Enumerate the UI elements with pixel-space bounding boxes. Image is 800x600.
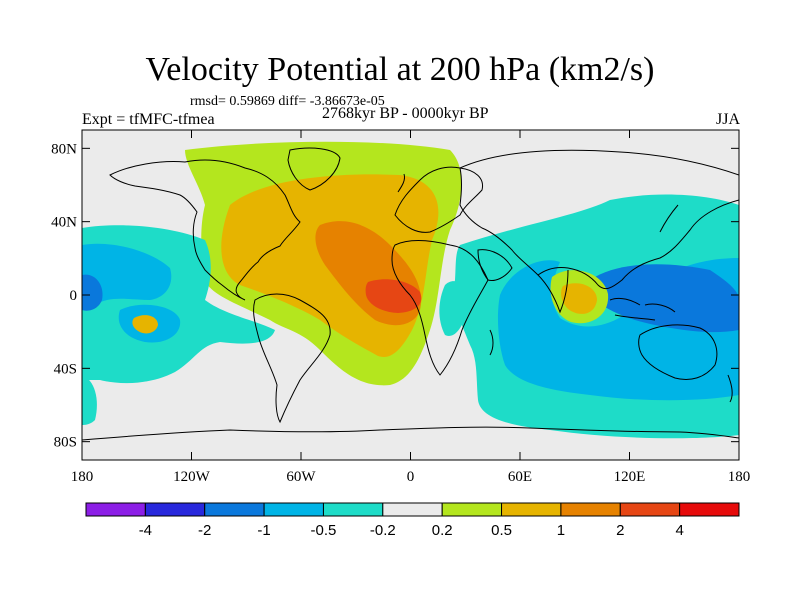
longitude-ticks: 180 120W 60W 0 60E 120E 180 — [71, 130, 751, 485]
chart-title: Velocity Potential at 200 hPa (km2/s) — [145, 51, 655, 88]
coast-africa — [391, 240, 489, 376]
coast-arabia — [477, 249, 513, 281]
colorbar-label: 4 — [675, 522, 683, 539]
contour-negative-africa — [439, 281, 469, 336]
contour-negative-pacific-east-05 — [82, 243, 172, 310]
lon-tick-label: 120E — [614, 469, 646, 485]
colorbar-label: -0.5 — [311, 522, 337, 539]
colorbar-swatch — [679, 502, 740, 517]
lat-tick-label: 40N — [51, 215, 77, 231]
coast-south-america — [253, 293, 331, 424]
colorbar: -4 -2 -1 -0.5 -0.2 0.2 0.5 1 2 4 — [85, 502, 740, 539]
lon-tick-label: 180 — [71, 469, 94, 485]
coast-indonesia — [609, 297, 676, 321]
colorbar-swatch — [501, 502, 562, 517]
coastlines — [82, 147, 739, 441]
contour-negative-pacific-east-1 — [82, 274, 103, 311]
colorbar-label: -4 — [139, 522, 152, 539]
contour-negative-wpacific-1 — [586, 264, 739, 333]
lat-tick-label: 0 — [70, 288, 78, 304]
map-area — [81, 129, 740, 461]
colorbar-label: 0.2 — [432, 522, 453, 539]
lat-tick-label: 80N — [51, 141, 77, 157]
contour-fill-layers — [82, 141, 739, 439]
experiment-label: Expt = tfMFC-tfmea — [82, 111, 215, 128]
colorbar-swatch — [441, 502, 503, 517]
coast-greenland — [287, 147, 341, 191]
lon-tick-label: 60E — [508, 469, 532, 485]
lon-tick-label: 60W — [286, 469, 316, 485]
lon-tick-label: 120W — [173, 469, 211, 485]
coast-new-zealand — [727, 374, 733, 403]
contour-positive-india-redraw-05 — [561, 283, 597, 314]
lat-tick-label: 40S — [54, 361, 77, 377]
season-label: JJA — [715, 111, 740, 128]
colorbar-swatch — [322, 502, 384, 517]
lon-tick-label: 0 — [407, 469, 415, 485]
period-label: 2768kyr BP - 0000kyr BP — [322, 105, 489, 122]
coast-north-america — [109, 159, 301, 301]
colorbar-swatch — [560, 502, 621, 517]
stats-line: rmsd= 0.59869 diff= -3.86673e-05 — [190, 94, 385, 109]
coast-madagascar — [489, 329, 494, 356]
lon-tick-label: 180 — [728, 469, 751, 485]
colorbar-swatch — [204, 502, 265, 517]
coast-uk — [397, 173, 405, 193]
coast-japan — [659, 204, 679, 233]
colorbar-label: 2 — [616, 522, 624, 539]
coast-india — [537, 269, 569, 314]
colorbar-label: 1 — [557, 522, 565, 539]
colorbar-label: -0.2 — [370, 522, 396, 539]
coast-antarctica — [82, 426, 739, 441]
colorbar-swatch — [619, 502, 681, 517]
colorbar-label: 0.5 — [491, 522, 512, 539]
latitude-ticks: 80N 40N 0 40S 80S — [51, 141, 739, 451]
contour-positive-south-pacific — [132, 315, 158, 334]
colorbar-swatch — [263, 502, 324, 517]
colorbar-swatch — [144, 502, 206, 517]
coast-asia — [459, 149, 739, 290]
colorbar-swatch — [382, 502, 443, 517]
contour-positive-2 — [365, 279, 422, 313]
coast-australia — [638, 324, 718, 380]
colorbar-label: -1 — [257, 522, 270, 539]
colorbar-swatch — [85, 502, 146, 517]
coast-europe — [394, 166, 484, 233]
colorbar-label: -2 — [198, 522, 211, 539]
contour-negative-far-sw — [82, 375, 97, 425]
lat-tick-label: 80S — [54, 435, 77, 451]
